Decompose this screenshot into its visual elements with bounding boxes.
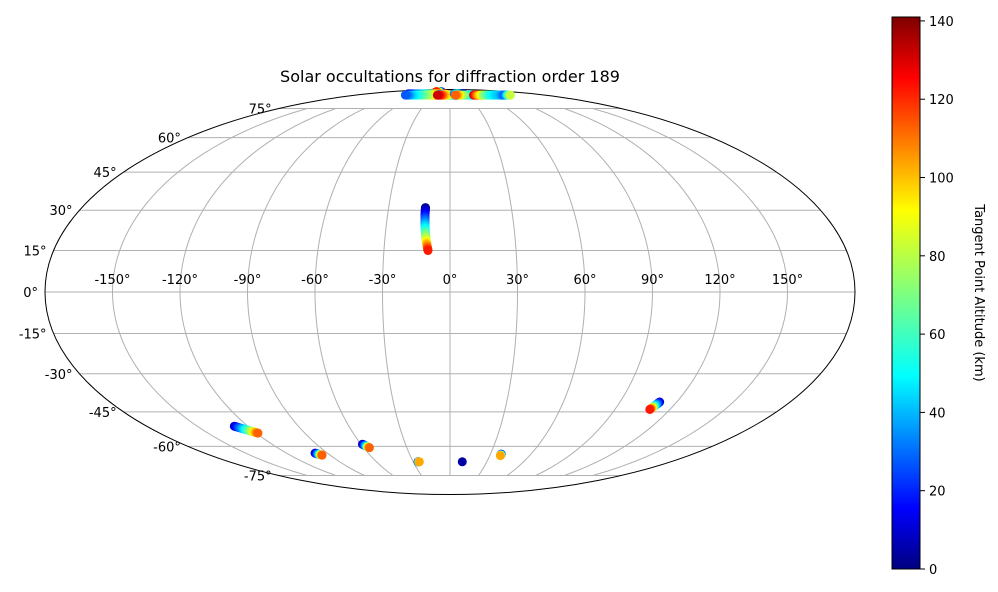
data-point	[423, 246, 433, 256]
map-boundary	[44, 89, 856, 495]
latitude-tick-labels: 75° 60° 45° 30° 15° 0° -15° -30° -45° -60° -75°	[19, 103, 272, 485]
data-points	[229, 87, 665, 467]
lon-tick-label: 150°	[772, 273, 803, 288]
longitude-tick-labels: -150° -120° -90° -60° -30° 0° 30° 60° 90° 120° 150…	[94, 273, 803, 288]
lat-tick-label: -45°	[89, 406, 117, 421]
longitude-gridline	[179, 108, 336, 476]
longitude-gridline	[111, 108, 308, 476]
lat-tick-label: 45°	[94, 166, 117, 181]
colorbar-tick-label: 0	[929, 563, 937, 578]
data-point	[414, 457, 424, 467]
longitude-gridline	[478, 108, 519, 476]
data-point	[645, 404, 655, 414]
longitude-gridline	[564, 108, 721, 476]
lon-tick-label: 120°	[704, 273, 735, 288]
lat-tick-label: -60°	[153, 440, 181, 455]
colorbar-tick-label: 60	[929, 328, 946, 343]
lat-tick-label: 15°	[24, 245, 47, 260]
longitude-gridline	[246, 108, 365, 476]
lat-tick-label: -75°	[244, 469, 272, 484]
data-point	[432, 90, 442, 100]
lon-tick-label: 0°	[443, 273, 458, 288]
lon-tick-label: 60°	[573, 273, 596, 288]
gridlines	[45, 108, 855, 476]
colorbar	[891, 16, 921, 570]
lat-tick-label: -15°	[19, 327, 47, 342]
colorbar-tick-label: 80	[929, 250, 946, 265]
data-point	[400, 90, 410, 100]
longitude-gridline	[506, 108, 586, 476]
colorbar-tick-label: 140	[929, 15, 954, 30]
longitude-gridline	[314, 108, 394, 476]
data-point	[317, 450, 327, 460]
lat-tick-label: 60°	[158, 132, 181, 147]
data-point	[495, 451, 505, 461]
longitude-gridline	[592, 108, 789, 476]
data-point	[450, 90, 460, 100]
lon-tick-label: 90°	[641, 273, 664, 288]
lat-tick-label: 30°	[49, 204, 72, 219]
lon-tick-label: 30°	[506, 273, 529, 288]
lon-tick-label: -30°	[369, 273, 397, 288]
colorbar-tick-label: 120	[929, 93, 954, 108]
lon-tick-label: -150°	[94, 273, 130, 288]
lat-tick-label: 0°	[23, 286, 38, 301]
colorbar-ticks: 0 20 40 60 80 100 120 140	[920, 15, 954, 578]
lat-tick-label: 75°	[249, 103, 272, 118]
colorbar-tick-label: 20	[929, 485, 946, 500]
longitude-gridline	[381, 108, 422, 476]
lon-tick-label: -90°	[234, 273, 262, 288]
longitude-gridline	[535, 108, 654, 476]
data-point	[253, 428, 263, 438]
lat-tick-label: -30°	[45, 368, 73, 383]
data-point	[364, 443, 374, 453]
data-point	[505, 90, 515, 100]
data-point	[457, 457, 467, 467]
chart-title: Solar occultations for diffraction order…	[280, 67, 620, 86]
lon-tick-label: -120°	[162, 273, 198, 288]
lon-tick-label: -60°	[301, 273, 329, 288]
colorbar-tick-label: 100	[929, 172, 954, 187]
colorbar-label: Tangent Point Altitude (km)	[971, 203, 986, 381]
colorbar-tick-label: 40	[929, 406, 946, 421]
